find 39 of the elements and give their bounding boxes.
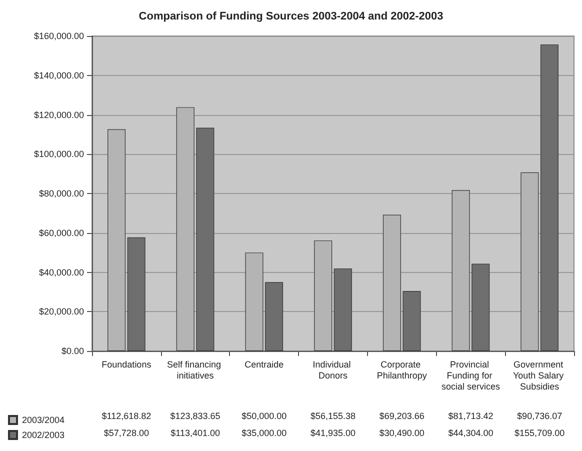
bar (520, 172, 539, 351)
data-label: $123,833.65 (170, 411, 220, 421)
data-label: $41,935.00 (310, 428, 356, 438)
x-tick-label: Individual Donors (312, 360, 354, 380)
data-label: $50,000.00 (242, 411, 287, 421)
y-tick-label: $20,000.00 (38, 306, 84, 317)
y-tick-label: $160,000.00 (34, 31, 84, 41)
y-tick-label: $80,000.00 (38, 188, 84, 198)
data-label: $155,709.00 (514, 428, 565, 438)
x-tick-label: Foundations (102, 360, 152, 370)
bar (108, 129, 126, 351)
x-tick-label: Government Youth Salary Subsidies (512, 360, 566, 392)
bar (127, 237, 146, 351)
data-label: $113,401.00 (170, 428, 220, 438)
x-tick-label: Centraide (244, 360, 284, 370)
bar (334, 268, 352, 351)
y-tick-label: $0.00 (61, 346, 84, 356)
data-label: $81,713.42 (448, 411, 494, 421)
data-label: $35,000.00 (242, 428, 287, 438)
chart-title: Comparison of Funding Sources 2003-2004 and 2002-2003 (138, 10, 444, 22)
data-label: $57,728.00 (104, 428, 149, 438)
data-label: $69,203.66 (379, 411, 424, 421)
bar (314, 240, 332, 351)
y-tick-label: $60,000.00 (38, 228, 84, 238)
y-tick-label: $100,000.00 (34, 149, 84, 160)
data-label: $56,155.38 (310, 411, 356, 421)
y-tick-label: $140,000.00 (34, 70, 84, 80)
legend-label: 2003/2004 (22, 415, 65, 425)
y-tick-label: $40,000.00 (38, 267, 84, 278)
legend-label: 2002/2003 (22, 430, 65, 440)
y-tick-label: $120,000.00 (34, 110, 84, 120)
x-tick-label: Corporate Philanthropy (376, 360, 428, 380)
data-label: $90,736.07 (517, 411, 562, 421)
x-tick-label: Provincial Funding for social services (441, 360, 500, 392)
data-label: $30,490.00 (379, 428, 424, 438)
data-label: $44,304.00 (448, 428, 494, 438)
x-tick-label: Self financing initiatives (167, 360, 224, 380)
bar (540, 44, 558, 351)
data-label: $112,618.82 (102, 411, 152, 421)
